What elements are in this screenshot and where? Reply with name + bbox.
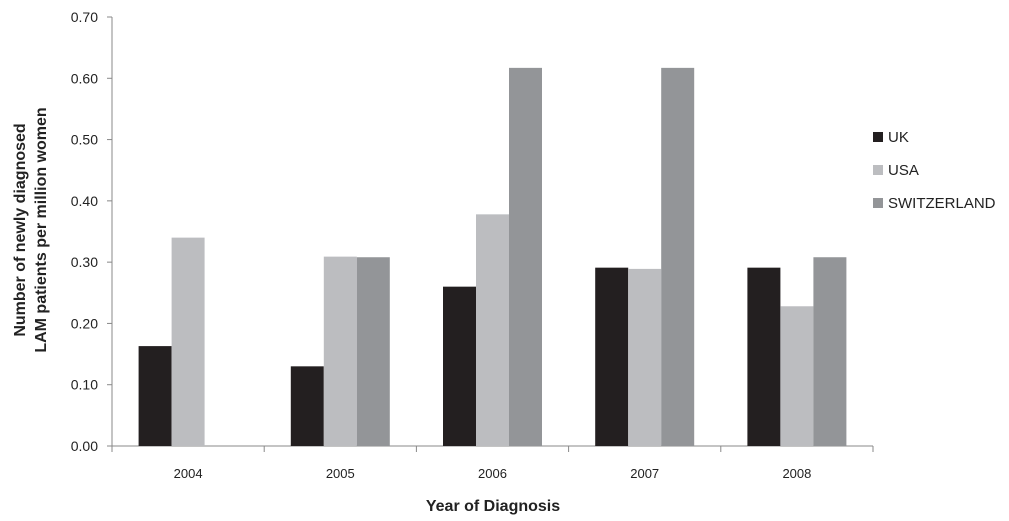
- bar-usa-2007: [628, 268, 662, 446]
- bar-usa-2004: [171, 237, 205, 446]
- bar-uk-2007: [595, 267, 629, 446]
- x-tick-label: 2006: [478, 466, 507, 481]
- x-axis-title: Year of Diagnosis: [426, 498, 560, 515]
- legend-label: UK: [888, 129, 909, 146]
- x-tick-label: 2008: [782, 466, 811, 481]
- bar-uk-2004: [138, 346, 172, 446]
- bar-switzerland-2005: [356, 257, 390, 446]
- bar-switzerland-2006: [509, 67, 542, 447]
- bar-usa-2005: [323, 256, 357, 446]
- y-tick-label: 0.50: [71, 132, 98, 148]
- y-tick-label: 0.30: [71, 254, 98, 270]
- legend-label: USA: [888, 162, 919, 179]
- legend-label: SWITZERLAND: [888, 195, 996, 212]
- y-tick-label: 0.70: [71, 9, 98, 25]
- legend-swatch: [873, 198, 883, 208]
- y-tick-label: 0.20: [71, 315, 98, 331]
- x-tick-label: 2005: [326, 466, 355, 481]
- x-tick-label: 2007: [630, 466, 659, 481]
- y-tick-label: 0.40: [71, 193, 98, 209]
- y-axis-title: Number of newly diagnosed LAM patients p…: [12, 107, 50, 352]
- y-axis-title-line-1: Number of newly diagnosed: [12, 123, 29, 336]
- bar-uk-2005: [290, 366, 324, 446]
- bar-usa-2006: [476, 214, 509, 446]
- bar-switzerland-2007: [661, 67, 695, 447]
- y-tick-label: 0.00: [71, 438, 98, 454]
- plot-area: 0.00 0.10 0.20 0.30 0.40 0.50 0.60 0.70 2004 2005…: [71, 9, 874, 481]
- legend-swatch: [873, 132, 883, 142]
- bar-switzerland-2008: [813, 257, 847, 446]
- y-axis-title-line-2: LAM patients per million women: [33, 107, 50, 352]
- y-tick-label: 0.10: [71, 377, 98, 393]
- legend: UK USA SWITZERLAND: [873, 129, 996, 212]
- bar-usa-2008: [780, 306, 814, 446]
- x-tick-label: 2004: [174, 466, 203, 481]
- bar-uk-2008: [747, 267, 781, 446]
- y-tick-label: 0.60: [71, 70, 98, 86]
- legend-swatch: [873, 165, 883, 175]
- bar-uk-2006: [443, 286, 476, 446]
